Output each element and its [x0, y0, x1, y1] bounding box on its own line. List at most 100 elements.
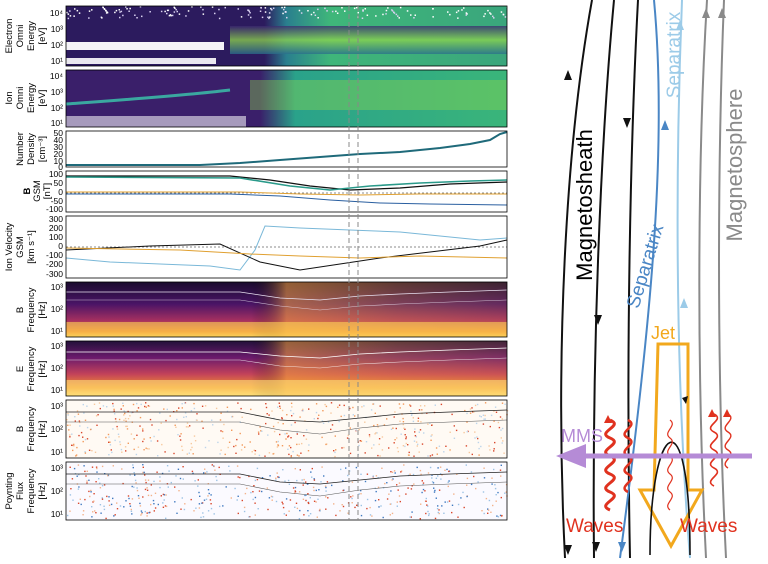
noise-dot: [416, 466, 418, 469]
noise-dot: [393, 416, 395, 418]
noise-dot: [360, 504, 362, 507]
noise-dot: [179, 477, 182, 480]
noise-dot: [265, 406, 268, 409]
noise-dot: [355, 429, 357, 431]
noise-dot: [239, 476, 241, 479]
noise-dot: [477, 441, 480, 444]
noise-dot: [448, 500, 451, 502]
noise-dot: [390, 428, 393, 430]
noise-dot: [271, 496, 274, 498]
noise-dot: [448, 480, 450, 482]
noise-dot: [140, 403, 142, 406]
noise-dot: [270, 495, 273, 498]
noise-dot: [500, 475, 502, 477]
noise-dot: [422, 488, 425, 491]
noise-dot: [270, 7, 272, 10]
noise-dot: [96, 471, 98, 473]
velocity-tick-7: -300: [46, 269, 63, 279]
noise-dot: [253, 485, 255, 487]
poynting-label-4: [Hz]: [37, 483, 48, 500]
noise-dot: [123, 414, 125, 416]
noise-dot: [299, 416, 301, 418]
noise-dot: [495, 411, 498, 413]
noise-dot: [449, 449, 451, 452]
noise-dot: [138, 497, 140, 499]
density-tick-3: 30: [54, 142, 64, 152]
noise-dot: [439, 466, 442, 468]
noise-dot: [373, 424, 375, 427]
noise-dot: [494, 406, 497, 408]
noise-dot: [104, 8, 106, 10]
noise-dot: [129, 7, 131, 10]
noise-dot: [128, 10, 130, 12]
noise-dot: [399, 420, 401, 422]
noise-dot: [68, 429, 70, 431]
noise-dot: [405, 436, 407, 438]
noise-dot: [124, 411, 126, 414]
noise-dot: [260, 6, 262, 9]
noise-dot: [494, 441, 496, 444]
noise-dot: [254, 453, 256, 455]
noise-dot: [77, 464, 80, 466]
waves-right-2: [724, 413, 732, 469]
noise-dot: [315, 403, 318, 405]
label-separatrix-top: Separatrix: [664, 11, 685, 98]
noise-dot: [441, 505, 443, 507]
noise-dot: [290, 437, 292, 439]
noise-dot: [265, 422, 267, 425]
noise-dot: [248, 516, 250, 518]
noise-dot: [204, 468, 206, 470]
noise-dot: [313, 478, 315, 480]
espec-label-3: [Hz]: [37, 361, 48, 378]
panel-bpol: B Frequency [Hz] 10³ 10² 10¹: [15, 399, 509, 459]
noise-dot: [439, 473, 442, 475]
noise-dot: [177, 468, 180, 470]
noise-dot: [256, 467, 259, 470]
electron-tick-1: 10⁴: [50, 8, 63, 18]
noise-dot: [207, 510, 210, 512]
noise-dot: [436, 453, 438, 455]
noise-dot: [388, 493, 390, 495]
panel-bfield: B GSM [nT] 100 50 0 -50 -100: [22, 169, 508, 214]
noise-dot: [494, 487, 497, 490]
noise-dot: [330, 428, 332, 431]
noise-dot: [305, 438, 308, 440]
noise-dot: [114, 413, 116, 415]
noise-dot: [142, 430, 144, 432]
noise-dot: [432, 482, 435, 484]
noise-dot: [88, 17, 90, 19]
noise-dot: [383, 424, 386, 426]
density-tick-2: 40: [54, 135, 64, 145]
noise-dot: [241, 499, 243, 502]
noise-dot: [394, 439, 396, 441]
noise-dot: [165, 419, 167, 422]
noise-dot: [261, 490, 263, 493]
noise-dot: [246, 487, 248, 490]
noise-dot: [391, 512, 394, 515]
noise-dot: [105, 517, 107, 520]
noise-dot: [176, 512, 178, 514]
noise-dot: [119, 16, 121, 19]
noise-dot: [364, 8, 366, 10]
noise-dot: [392, 427, 394, 429]
noise-dot: [364, 480, 367, 483]
noise-dot: [106, 11, 109, 14]
noise-dot: [484, 13, 486, 15]
noise-dot: [490, 511, 492, 513]
noise-dot: [213, 465, 215, 468]
noise-dot: [190, 410, 193, 412]
noise-dot: [76, 9, 79, 12]
noise-dot: [258, 490, 261, 492]
noise-dot: [285, 514, 287, 516]
noise-dot: [88, 449, 91, 451]
noise-dot: [112, 497, 114, 500]
noise-dot: [491, 477, 493, 479]
noise-dot: [288, 483, 291, 485]
noise-dot: [339, 510, 341, 512]
noise-dot: [500, 464, 502, 466]
noise-dot: [72, 449, 74, 452]
espec-tick-2: 10²: [51, 363, 63, 373]
waves-left: [604, 418, 616, 512]
ion-label-4: [eV]: [37, 90, 48, 107]
noise-dot: [181, 497, 183, 499]
